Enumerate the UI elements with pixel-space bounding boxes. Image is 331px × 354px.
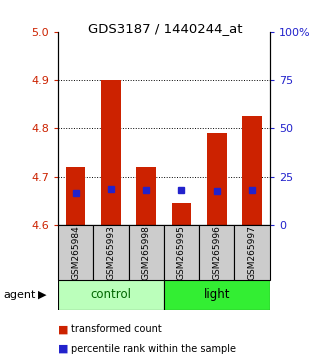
- FancyBboxPatch shape: [58, 280, 164, 310]
- Bar: [101, 80, 120, 225]
- FancyBboxPatch shape: [164, 225, 199, 280]
- Text: GSM265998: GSM265998: [142, 225, 151, 280]
- Bar: [242, 116, 262, 225]
- FancyBboxPatch shape: [199, 225, 234, 280]
- Bar: [66, 167, 85, 225]
- FancyBboxPatch shape: [164, 280, 270, 310]
- Text: GDS3187 / 1440244_at: GDS3187 / 1440244_at: [88, 22, 243, 35]
- Text: percentile rank within the sample: percentile rank within the sample: [71, 344, 236, 354]
- Bar: [172, 203, 191, 225]
- Text: GSM265996: GSM265996: [212, 225, 221, 280]
- FancyBboxPatch shape: [58, 225, 93, 280]
- Bar: [136, 167, 156, 225]
- FancyBboxPatch shape: [234, 225, 270, 280]
- Text: GSM265993: GSM265993: [106, 225, 116, 280]
- FancyBboxPatch shape: [128, 225, 164, 280]
- Text: ▶: ▶: [38, 290, 47, 300]
- Text: GSM265984: GSM265984: [71, 225, 80, 280]
- Text: ■: ■: [58, 324, 69, 334]
- Text: transformed count: transformed count: [71, 324, 162, 334]
- Text: control: control: [90, 288, 131, 301]
- Text: light: light: [204, 288, 230, 301]
- Text: GSM265997: GSM265997: [248, 225, 257, 280]
- FancyBboxPatch shape: [93, 225, 128, 280]
- Text: ■: ■: [58, 344, 69, 354]
- Text: agent: agent: [3, 290, 36, 300]
- Bar: [207, 133, 226, 225]
- Text: GSM265995: GSM265995: [177, 225, 186, 280]
